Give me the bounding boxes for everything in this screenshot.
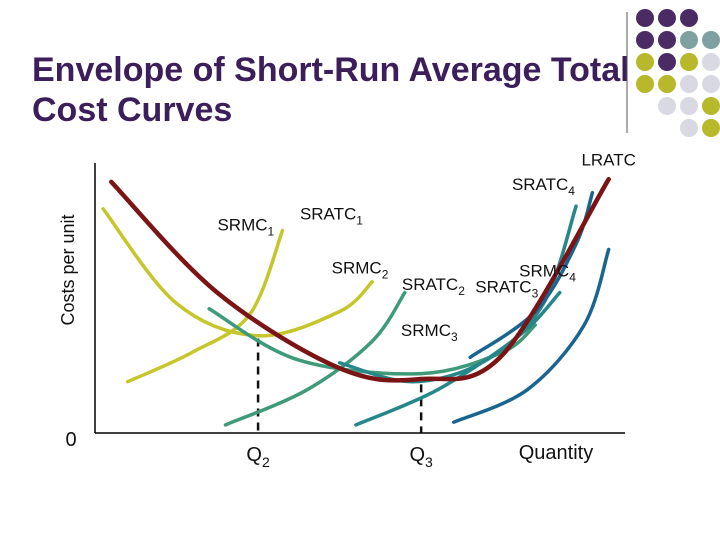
decor-dot xyxy=(658,75,676,93)
x-tick-q2: Q2 xyxy=(246,444,270,470)
curve-srmc1 xyxy=(125,228,285,384)
x-tick-q3: Q3 xyxy=(409,444,433,470)
decor-dot xyxy=(702,97,720,115)
slide-title: Envelope of Short-Run Average Total Cost… xyxy=(32,51,630,129)
decor-dot xyxy=(702,119,720,137)
decor-dot xyxy=(680,97,698,115)
label-sratc2: SRATC2 xyxy=(402,275,465,298)
label-srmc4: SRMC4 xyxy=(519,261,576,284)
label-sratc1: SRATC1 xyxy=(300,205,363,228)
curve-sratc1 xyxy=(101,207,374,338)
label-lratc: LRATC xyxy=(581,151,635,170)
decor-dot xyxy=(636,53,654,71)
curve-srmc4 xyxy=(452,247,611,424)
decor-dot xyxy=(702,53,720,71)
decor-dot xyxy=(680,75,698,93)
decor-dot xyxy=(680,31,698,49)
curve-srmc2 xyxy=(223,290,407,427)
chart-axes xyxy=(94,163,625,434)
curve-srmc3 xyxy=(354,290,562,427)
decor-dot xyxy=(636,9,654,27)
decor-dot xyxy=(680,53,698,71)
decor-dot xyxy=(636,31,654,49)
label-srmc3: SRMC3 xyxy=(401,321,458,344)
x-tick-labels: Q2 Q3 xyxy=(246,444,433,470)
decor-dot xyxy=(658,9,676,27)
x-axis-label: Quantity xyxy=(519,442,593,464)
label-srmc1: SRMC1 xyxy=(217,216,274,239)
y-axis-label: Costs per unit xyxy=(58,214,78,325)
decor-dot xyxy=(658,31,676,49)
decor-dot xyxy=(658,97,676,115)
decor-dot xyxy=(702,31,720,49)
origin-label: 0 xyxy=(65,429,76,451)
decorative-dot-grid xyxy=(626,9,720,137)
decor-dot xyxy=(680,119,698,137)
label-srmc2: SRMC2 xyxy=(332,259,389,282)
cost-curves xyxy=(101,176,611,427)
decor-dot xyxy=(658,53,676,71)
decor-dot xyxy=(680,9,698,27)
curve-lratc xyxy=(109,176,611,383)
decor-dot xyxy=(636,75,654,93)
decor-dot xyxy=(702,75,720,93)
quantity-guide-lines xyxy=(256,338,423,433)
label-sratc4: SRATC4 xyxy=(512,175,575,198)
label-sratc3: SRATC3 xyxy=(475,278,538,301)
